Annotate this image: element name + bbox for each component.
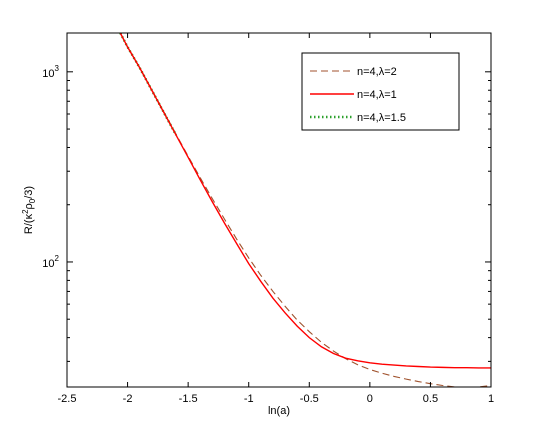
y-tick-label-base: 10 (42, 68, 54, 80)
y-axis-label-part-b: κ (23, 213, 35, 219)
x-tick-label: 0 (367, 393, 373, 405)
legend-entries: n=4,λ=2 n=4,λ=1 n=4,λ=1.5 (310, 66, 406, 124)
legend-label-3: n=4,λ=1.5 (357, 112, 406, 124)
y-tick-label-exponent: 3 (55, 64, 60, 73)
y-axis-label-part-e: 0 (28, 198, 37, 203)
series-line-2 (119, 33, 491, 369)
series-layer (119, 33, 491, 387)
series-line-1 (119, 33, 491, 387)
x-tick-label: -1 (244, 393, 254, 405)
legend-label-2: n=4,λ=1 (357, 89, 397, 101)
y-axis-label-part-a: R/( (23, 219, 35, 234)
y-axis-label: R/(κ2ρ0/3) (21, 186, 37, 234)
x-tick-label: -0.5 (300, 393, 319, 405)
x-tick-label: -1.5 (179, 393, 198, 405)
y-axis-label-part-c: 2 (21, 209, 30, 214)
axes-box (66, 32, 492, 388)
y-axis-label-part-f: /3) (23, 186, 35, 199)
x-tick-label: -2.5 (58, 393, 77, 405)
legend-box (301, 52, 460, 131)
y-axis-label-part-d: ρ (23, 203, 35, 209)
plot-area (119, 33, 491, 387)
y-tick-label-base: 10 (42, 258, 54, 270)
y-tick-label-exponent: 2 (55, 254, 60, 263)
x-axis-label: ln(a) (268, 405, 290, 417)
x-tick-label: 0.5 (423, 393, 438, 405)
x-tick-label: -2 (123, 393, 133, 405)
y-tick-label: 102 (42, 254, 59, 270)
x-axis-ticks: -2.5 -2 -1.5 -1 -0.5 0 0.5 1 (58, 33, 494, 405)
legend-label-1: n=4,λ=2 (357, 66, 397, 78)
x-tick-label: 1 (488, 393, 494, 405)
legend: n=4,λ=2 n=4,λ=1 n=4,λ=1.5 (301, 52, 460, 131)
y-tick-label: 103 (42, 64, 59, 80)
